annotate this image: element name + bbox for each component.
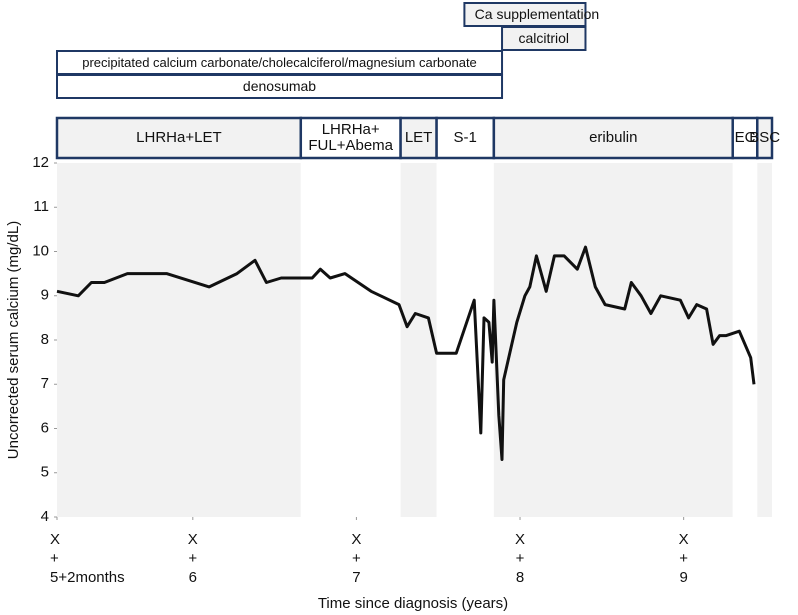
x-tick-label: X +6 [188, 531, 198, 586]
regimen-shading [400, 163, 437, 517]
calcium-line [56, 245, 756, 461]
x-tick-label: X +5+2months [50, 531, 125, 586]
regimen-label: S-1 [454, 129, 477, 146]
y-tick-label: 8 [41, 331, 49, 348]
regimen-bar [435, 116, 496, 160]
supportive-label: Ca supplementation [475, 6, 600, 22]
regimen-shading [300, 163, 401, 517]
regimen-shading [493, 163, 733, 517]
y-tick-label: 9 [41, 287, 49, 304]
x-tick-label: X +7 [351, 531, 361, 586]
supportive-label: precipitated calcium carbonate/cholecalc… [82, 55, 477, 70]
regimen-bar [55, 116, 303, 160]
y-tick-label: 10 [32, 242, 49, 259]
y-tick-label: 6 [41, 419, 49, 436]
regimen-shading [57, 163, 301, 517]
y-axis-label: Uncorrected serum calcium (mg/dL) [5, 221, 22, 459]
y-tick-label: 12 [32, 154, 49, 171]
regimen-label: LHRHa+LET [136, 129, 221, 146]
regimen-label: BSC [749, 129, 780, 146]
regimen-label: LHRHa+ FUL+Abema [308, 121, 393, 154]
supportive-bar [56, 50, 504, 75]
supportive-bar [463, 2, 587, 27]
regimen-bar [299, 116, 402, 160]
regimen-bar [756, 116, 774, 160]
regimen-label: LET [405, 129, 433, 146]
y-tick-label: 4 [41, 508, 49, 525]
x-tick-label: X +8 [515, 531, 525, 586]
regimen-bar [399, 116, 438, 160]
x-tick-label: X +9 [679, 531, 689, 586]
supportive-label: calcitriol [518, 30, 569, 46]
regimen-bar [492, 116, 734, 160]
regimen-shading [757, 163, 772, 517]
regimen-shading [732, 163, 758, 517]
regimen-label: eribulin [589, 129, 637, 146]
y-tick-label: 5 [41, 464, 49, 481]
y-tick-label: 7 [41, 375, 49, 392]
regimen-shading [436, 163, 494, 517]
supportive-label: denosumab [243, 78, 316, 94]
y-tick-label: 11 [33, 198, 49, 215]
x-axis-label: Time since diagnosis (years) [318, 595, 508, 612]
regimen-label: EC [735, 129, 756, 146]
